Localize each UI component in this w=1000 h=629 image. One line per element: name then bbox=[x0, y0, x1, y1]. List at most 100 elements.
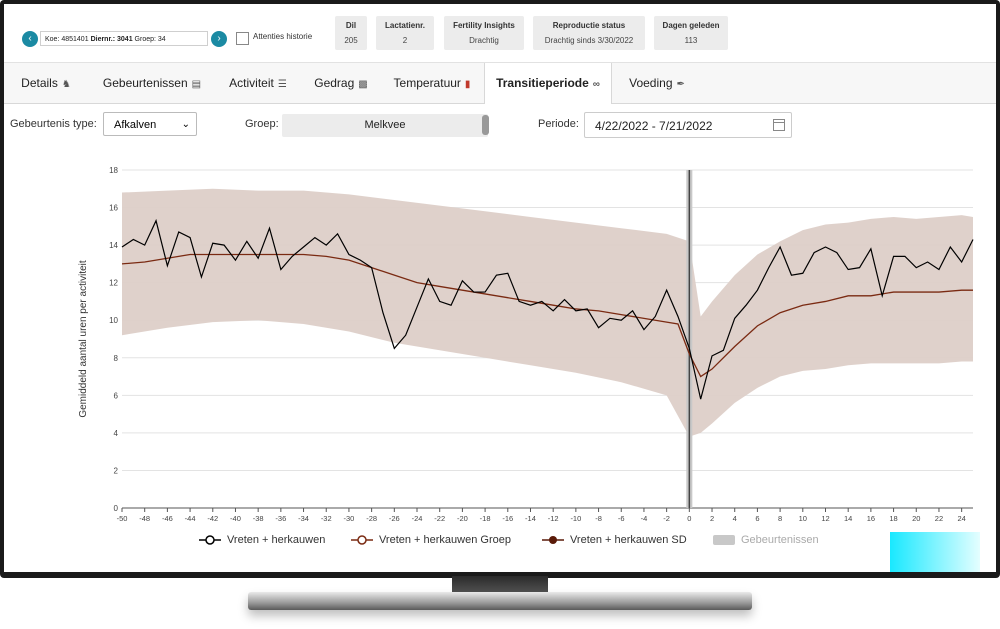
tab-label: Gebeurtenissen bbox=[102, 76, 188, 90]
groep-field[interactable]: Melkvee bbox=[282, 114, 488, 137]
periode-label: Periode: bbox=[538, 118, 579, 130]
x-tick-label: -44 bbox=[185, 514, 196, 523]
attenties-historie-label: Attenties historie bbox=[253, 32, 313, 41]
groep-label: Groep: bbox=[245, 118, 279, 130]
legend-gebeurtenissen[interactable]: Gebeurtenissen bbox=[713, 532, 819, 548]
stat-title: Dagen geleden bbox=[662, 21, 720, 30]
x-tick-label: -38 bbox=[253, 514, 264, 523]
legend-label: Gebeurtenissen bbox=[741, 534, 819, 546]
tab-voeding[interactable]: Voeding ✒ bbox=[618, 63, 696, 103]
x-tick-label: -20 bbox=[457, 514, 468, 523]
x-tick-label: 4 bbox=[733, 514, 737, 523]
groep-scrollbar[interactable] bbox=[482, 115, 489, 135]
y-tick-label: 18 bbox=[109, 166, 118, 175]
periode-input[interactable]: 4/22/2022 - 7/21/2022 bbox=[584, 112, 792, 138]
calendar-icon[interactable] bbox=[773, 119, 785, 131]
stat-value: Drachtig bbox=[469, 36, 499, 45]
sd-band bbox=[122, 188, 973, 437]
gebeurtenis-type-select[interactable]: Afkalven ⌄ bbox=[103, 112, 197, 136]
x-tick-label: 6 bbox=[755, 514, 759, 523]
y-axis-label: Gemiddeld aantal uren per activiteit bbox=[78, 260, 89, 418]
x-tick-label: 12 bbox=[821, 514, 829, 523]
x-tick-label: -22 bbox=[434, 514, 445, 523]
stat-value: 2 bbox=[402, 36, 408, 45]
groep-number: Groep: 34 bbox=[134, 36, 166, 43]
legend-label: Vreten + herkauwen bbox=[227, 534, 326, 546]
tab-label: Activiteit bbox=[229, 76, 274, 90]
diernr-label: Diernr.: 3041 bbox=[90, 36, 133, 43]
x-tick-label: -6 bbox=[618, 514, 625, 523]
y-tick-label: 4 bbox=[114, 429, 119, 438]
app-screen: ‹ Koe: 4851401 Diernr.: 3041 Groep: 34 ›… bbox=[4, 4, 996, 572]
legend-vreten-herkauwen[interactable]: Vreten + herkauwen bbox=[199, 532, 325, 548]
tab-details[interactable]: Details ♞ bbox=[12, 63, 80, 103]
x-tick-label: -30 bbox=[344, 514, 355, 523]
tab-activiteit[interactable]: Activiteit ☰ bbox=[216, 63, 300, 103]
periode-value: 4/22/2022 - 7/21/2022 bbox=[595, 119, 713, 133]
legend-label: Vreten + herkauwen SD bbox=[570, 534, 687, 546]
x-tick-label: -32 bbox=[321, 514, 332, 523]
x-tick-label: -42 bbox=[207, 514, 218, 523]
y-tick-label: 14 bbox=[109, 241, 118, 250]
tab-gedrag[interactable]: Gedrag ▩ bbox=[306, 63, 376, 103]
animal-id-box[interactable]: Koe: 4851401 Diernr.: 3041 Groep: 34 bbox=[40, 31, 208, 46]
x-tick-label: -28 bbox=[366, 514, 377, 523]
tab-gebeurtenissen[interactable]: Gebeurtenissen ▤ bbox=[94, 63, 210, 103]
x-tick-label: -26 bbox=[389, 514, 400, 523]
y-tick-label: 10 bbox=[109, 316, 118, 325]
x-tick-label: 16 bbox=[867, 514, 875, 523]
stat-reproductie-status: Reproductie status Drachtig sinds 3/30/2… bbox=[533, 16, 645, 50]
x-tick-label: 2 bbox=[710, 514, 714, 523]
x-tick-label: -46 bbox=[162, 514, 173, 523]
x-tick-label: -36 bbox=[275, 514, 286, 523]
y-tick-label: 0 bbox=[114, 504, 119, 513]
tab-label: Details bbox=[21, 76, 58, 90]
bar-chart-icon: ▩ bbox=[358, 79, 368, 90]
tab-transitieperiode[interactable]: Transitieperiode ∞ bbox=[484, 63, 612, 104]
stat-dagen-geleden: Dagen geleden 113 bbox=[654, 16, 728, 50]
individual-series-line bbox=[121, 218, 974, 400]
cow-icon: ♞ bbox=[61, 79, 71, 90]
x-tick-label: 18 bbox=[889, 514, 897, 523]
attenties-historie-checkbox[interactable] bbox=[236, 32, 249, 45]
legend-square-icon bbox=[713, 535, 735, 546]
x-tick-label: -14 bbox=[525, 514, 536, 523]
y-tick-label: 6 bbox=[114, 391, 119, 400]
prev-animal-button[interactable]: ‹ bbox=[22, 31, 38, 47]
monitor-neck bbox=[452, 576, 548, 594]
select-value: Afkalven bbox=[114, 119, 157, 131]
x-tick-label: -48 bbox=[139, 514, 150, 523]
gebeurtenis-type-label: Gebeurtenis type: bbox=[10, 118, 97, 130]
legend-vreten-herkauwen-sd[interactable]: Vreten + herkauwen SD bbox=[542, 532, 687, 548]
tab-label: Transitieperiode bbox=[496, 76, 589, 90]
x-tick-label: 20 bbox=[912, 514, 920, 523]
legend-marker-filled-icon bbox=[542, 536, 564, 545]
x-tick-label: 10 bbox=[799, 514, 807, 523]
x-tick-label: 8 bbox=[778, 514, 782, 523]
screen-glare bbox=[890, 532, 980, 572]
tab-label: Temperatuur bbox=[393, 76, 461, 90]
x-tick-label: 22 bbox=[935, 514, 943, 523]
stat-title: Fertility Insights bbox=[453, 21, 515, 30]
thermometer-icon: ▮ bbox=[464, 79, 471, 90]
x-tick-label: 14 bbox=[844, 514, 852, 523]
legend-label: Vreten + herkauwen Groep bbox=[379, 534, 511, 546]
tab-label: Gedrag bbox=[314, 76, 355, 90]
next-animal-button[interactable]: › bbox=[211, 31, 227, 47]
y-tick-label: 8 bbox=[114, 354, 119, 363]
x-tick-label: -18 bbox=[480, 514, 491, 523]
stat-fertility-insights: Fertility Insights Drachtig bbox=[444, 16, 524, 50]
chevron-down-icon: ⌄ bbox=[181, 119, 190, 130]
stat-title: Dil bbox=[345, 21, 357, 30]
monitor-frame: ‹ Koe: 4851401 Diernr.: 3041 Groep: 34 ›… bbox=[0, 0, 1000, 578]
legend-vreten-herkauwen-groep[interactable]: Vreten + herkauwen Groep bbox=[351, 532, 511, 548]
y-tick-label: 12 bbox=[109, 279, 118, 288]
x-tick-label: -4 bbox=[641, 514, 648, 523]
stat-value: 205 bbox=[344, 36, 358, 45]
animal-header: ‹ Koe: 4851401 Diernr.: 3041 Groep: 34 ›… bbox=[4, 4, 996, 60]
tab-temperatuur[interactable]: Temperatuur ▮ bbox=[384, 63, 480, 103]
koe-number: Koe: 4851401 bbox=[45, 36, 89, 43]
x-tick-label: -2 bbox=[663, 514, 670, 523]
stat-title: Lactatienr. bbox=[384, 21, 425, 30]
